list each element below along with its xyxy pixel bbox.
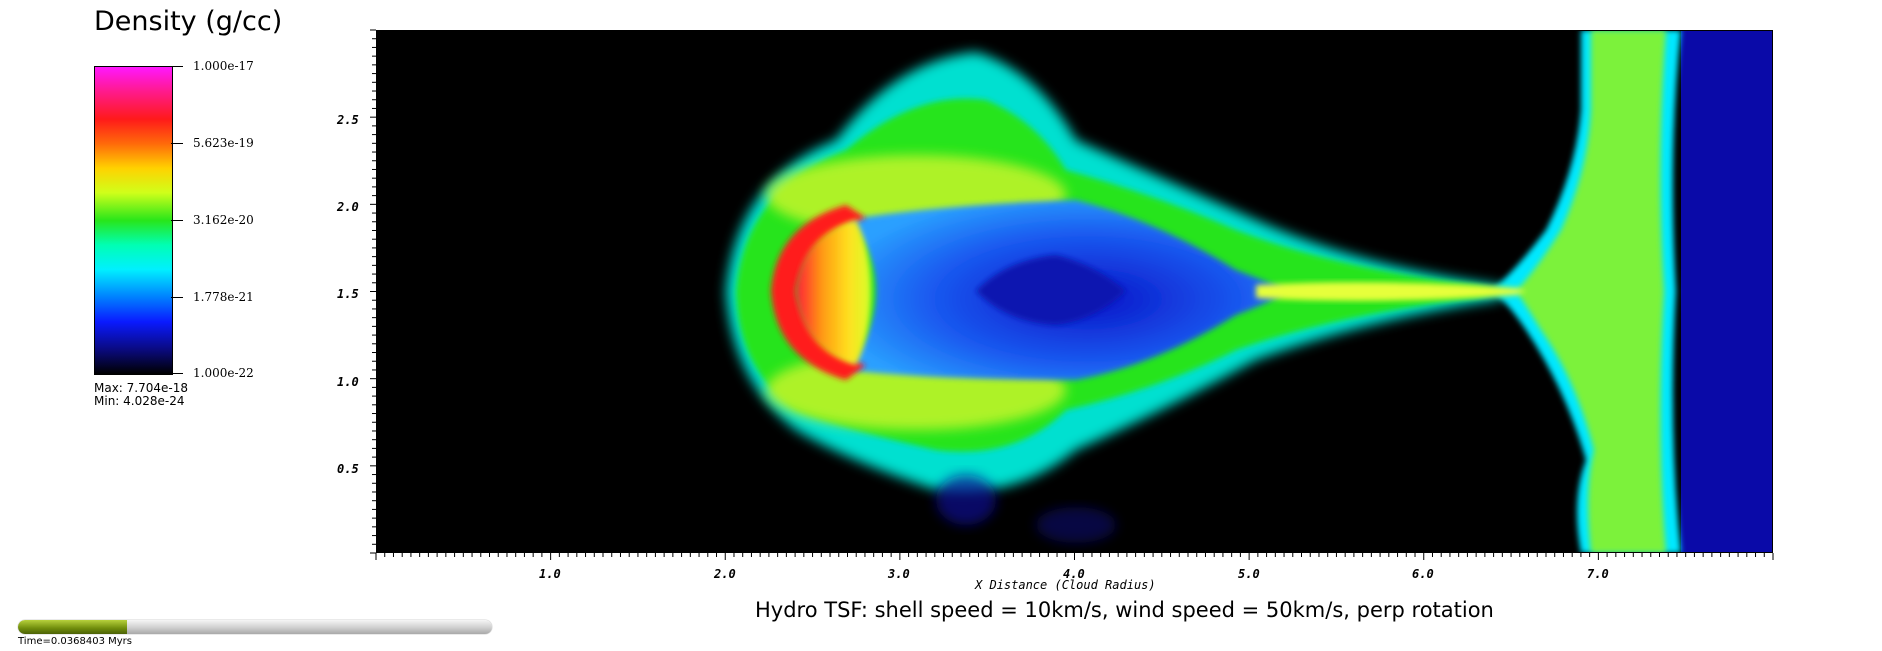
time-progress-fill [18,620,128,634]
x-axis-ticks [375,553,1774,560]
colorbar-tick [171,66,183,67]
y-tick-label: 1.5 [337,287,359,301]
colorbar-tick [171,373,183,374]
time-progress-bar [18,620,492,634]
colorbar-tick [171,143,183,144]
debris [1036,507,1116,543]
y-tick-label: 1.0 [337,375,359,389]
y-tick-label: 2.5 [337,113,359,127]
shock-band-inner [1516,30,1666,553]
plot-caption: Hydro TSF: shell speed = 10km/s, wind sp… [755,598,1494,622]
y-axis-ticks [370,29,376,554]
colorbar-label: 1.778e-21 [193,290,254,304]
density-plot [376,30,1773,553]
x-tick-label: 2.0 [714,567,736,581]
legend-title: Density (g/cc) [94,6,283,37]
max-value: Max: 7.704e-18 [94,381,189,395]
x-tick-label: 3.0 [888,567,910,581]
x-tick-label: 6.0 [1412,567,1434,581]
cavity-core [976,255,1126,325]
x-tick-label: 4.0 [1063,567,1085,581]
min-value: Min: 4.028e-24 [94,394,185,408]
debris [936,475,996,525]
colorbar-tick [171,220,183,221]
compressed-front [771,205,866,380]
wind-region [1681,30,1773,553]
axes [370,29,1774,560]
x-tick-label: 1.0 [539,567,561,581]
time-label: Time=0.0368403 Myrs [18,636,132,647]
y-tick-label: 0.5 [337,462,359,476]
colorbar-label: 3.162e-20 [193,213,254,227]
y-tick-label: 2.0 [337,200,359,214]
colorbar-label: 5.623e-19 [193,136,254,150]
colorbar-label-max: 1.000e-17 [193,59,254,73]
x-axis-label: X Distance (Cloud Radius) [975,578,1156,592]
plot-frame [376,30,1773,553]
colorbar-tick [171,297,183,298]
x-tick-label: 7.0 [1587,567,1609,581]
colorbar-label-min: 1.000e-22 [193,366,254,380]
colorbar [94,66,173,375]
x-tick-label: 5.0 [1238,567,1260,581]
front-core [796,220,871,365]
tail-jet [1256,282,1526,301]
